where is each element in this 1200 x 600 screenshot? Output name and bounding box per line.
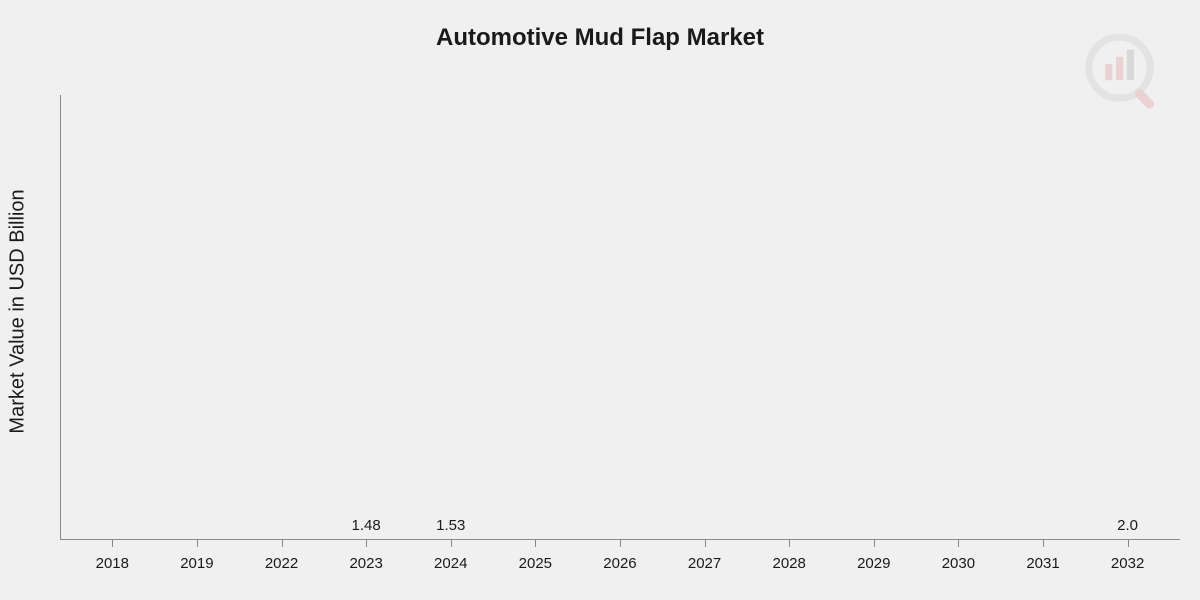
- x-axis-label: 2029: [831, 555, 916, 572]
- x-tick: [112, 539, 113, 547]
- x-tick: [874, 539, 875, 547]
- x-tick: [197, 539, 198, 547]
- bar-value-label: 1.53: [428, 517, 474, 534]
- bar-value-label: 1.48: [343, 517, 389, 534]
- x-tick: [451, 539, 452, 547]
- x-tick: [282, 539, 283, 547]
- x-tick: [620, 539, 621, 547]
- x-axis-label: 2025: [493, 555, 578, 572]
- x-axis-label: 2027: [662, 555, 747, 572]
- x-tick: [535, 539, 536, 547]
- plot-area: 1.48 1.53 2.0: [60, 95, 1180, 540]
- x-axis-label: 2019: [155, 555, 240, 572]
- x-tick: [1128, 539, 1129, 547]
- x-axis-label: 2026: [578, 555, 663, 572]
- x-axis-label: 2024: [408, 555, 493, 572]
- x-tick: [789, 539, 790, 547]
- x-axis-label: 2031: [1001, 555, 1086, 572]
- x-labels-row: 2018201920222023202420252026202720282029…: [60, 555, 1180, 572]
- x-tick: [366, 539, 367, 547]
- x-axis-label: 2022: [239, 555, 324, 572]
- chart-title: Automotive Mud Flap Market: [436, 24, 764, 52]
- x-axis-label: 2023: [324, 555, 409, 572]
- x-axis-label: 2032: [1085, 555, 1170, 572]
- x-axis-label: 2030: [916, 555, 1001, 572]
- x-axis-label: 2028: [747, 555, 832, 572]
- x-axis-label: 2018: [70, 555, 155, 572]
- y-axis-label: Market Value in USD Billion: [7, 189, 30, 433]
- x-tick: [958, 539, 959, 547]
- x-tick: [705, 539, 706, 547]
- x-tick: [1043, 539, 1044, 547]
- bar-value-label: 2.0: [1105, 517, 1151, 534]
- bars-group: 1.48 1.53 2.0: [60, 95, 1180, 539]
- chart-container: Automotive Mud Flap Market Market Value …: [0, 0, 1200, 600]
